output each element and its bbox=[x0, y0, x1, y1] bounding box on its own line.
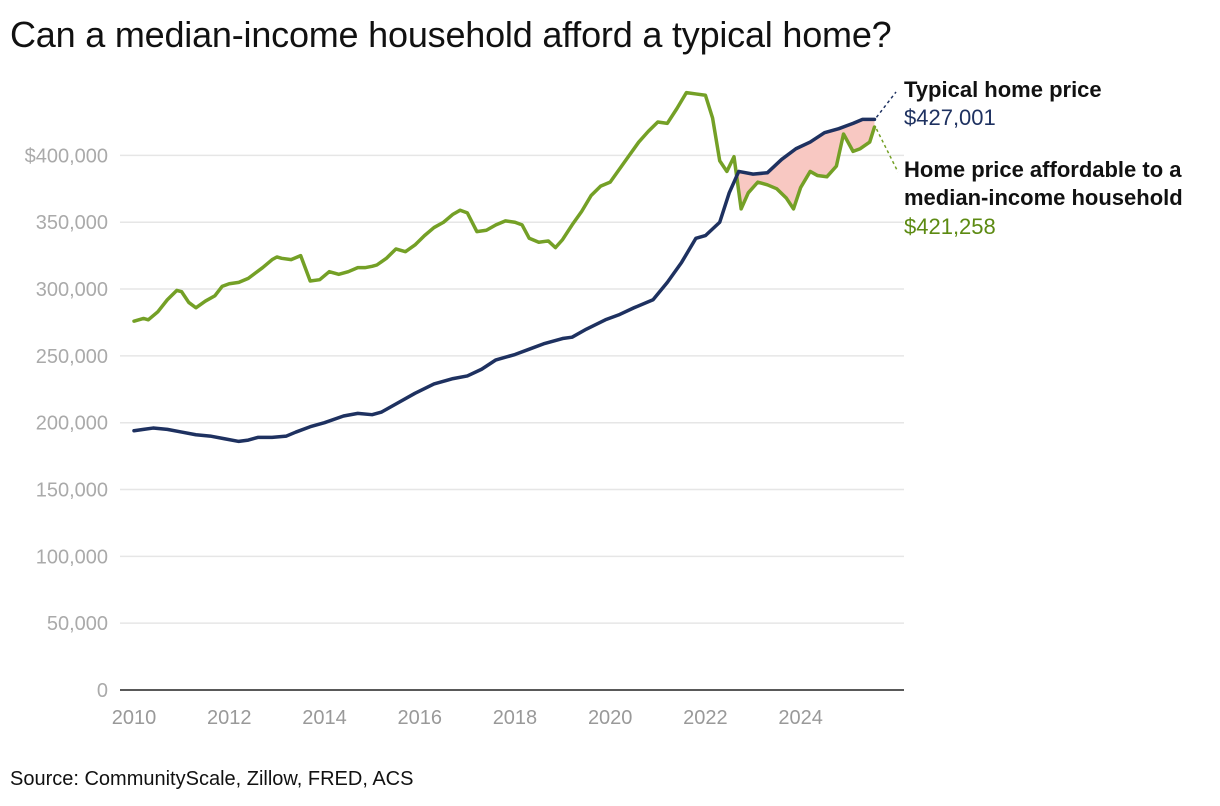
gap-area bbox=[734, 119, 875, 209]
y-tick-label: 200,000 bbox=[36, 413, 108, 435]
x-tick-label: 2010 bbox=[112, 707, 157, 729]
x-tick-label: 2016 bbox=[397, 707, 442, 729]
source-note: Source: CommunityScale, Zillow, FRED, AC… bbox=[10, 768, 414, 790]
affordable-leader-line bbox=[875, 128, 899, 173]
affordable-series-label-line2: median-income household bbox=[904, 185, 1183, 210]
home-price-line bbox=[132, 117, 877, 444]
y-tick-label: 50,000 bbox=[47, 613, 108, 635]
affordable-price-line bbox=[132, 90, 877, 323]
home-series-label: Typical home price bbox=[904, 77, 1102, 102]
x-tick-label: 2012 bbox=[207, 707, 252, 729]
x-tick-label: 2014 bbox=[302, 707, 347, 729]
x-tick-label: 2018 bbox=[493, 707, 538, 729]
y-axis-ticks: 0 50,000 100,000 150,000 200,000 250,000 300,0… bbox=[25, 145, 108, 702]
end-annotations: Typical home price $427,001 Home price a… bbox=[875, 77, 1183, 239]
x-tick-label: 2020 bbox=[588, 707, 633, 729]
series-lines bbox=[132, 90, 877, 444]
y-tick-label: 300,000 bbox=[36, 279, 108, 301]
affordability-gap-fill bbox=[734, 119, 875, 209]
x-tick-label: 2024 bbox=[778, 707, 823, 729]
y-tick-label: 150,000 bbox=[36, 480, 108, 502]
affordable-series-label-line1: Home price affordable to a bbox=[904, 157, 1182, 182]
x-tick-label: 2022 bbox=[683, 707, 728, 729]
y-tick-label: $400,000 bbox=[25, 145, 108, 167]
y-tick-label: 250,000 bbox=[36, 346, 108, 368]
home-leader-line bbox=[875, 91, 897, 118]
x-axis-ticks: 2010 2012 2014 2016 2018 2020 2022 2024 bbox=[112, 707, 823, 729]
chart-title: Can a median-income household afford a t… bbox=[10, 14, 892, 55]
affordable-series-value: $421,258 bbox=[904, 214, 996, 239]
y-tick-label: 0 bbox=[97, 680, 108, 702]
y-tick-label: 100,000 bbox=[36, 546, 108, 568]
gridlines bbox=[120, 154, 904, 624]
y-tick-label: 350,000 bbox=[36, 212, 108, 234]
home-series-value: $427,001 bbox=[904, 105, 996, 130]
